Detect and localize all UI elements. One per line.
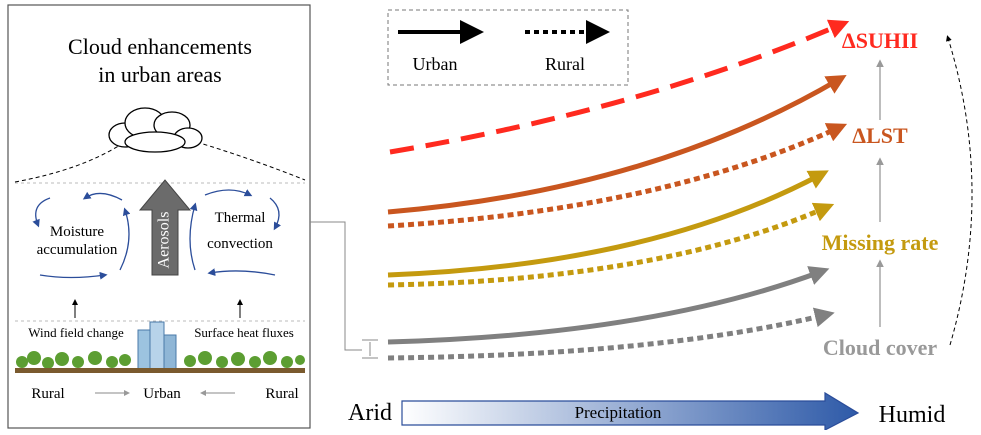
panel-title: Cloud enhancements — [68, 34, 252, 59]
axis-middle: Precipitation — [575, 403, 662, 422]
axis-left: Arid — [348, 400, 392, 426]
transect-label: Rural — [265, 386, 298, 402]
diagram: Cloud enhancements in urban areas Aeroso… — [0, 0, 981, 430]
aerosols-label: Aerosols — [156, 212, 173, 269]
bracket — [362, 340, 378, 358]
heat-label: Surface heat fluxes — [194, 325, 294, 340]
thermal-label: convection — [207, 236, 273, 252]
moisture-label: Moisture — [50, 224, 105, 240]
transect-label: Rural — [31, 386, 64, 402]
outcome-label: Missing rate — [822, 230, 939, 255]
legend-label: Rural — [545, 54, 585, 74]
outcome-label: ΔSUHII — [842, 28, 918, 53]
wind-label: Wind field change — [28, 325, 124, 340]
feedback-arrow — [948, 38, 972, 345]
axis-right: Humid — [879, 402, 946, 428]
thermal-label: Thermal — [215, 210, 266, 226]
moisture-label: accumulation — [37, 242, 118, 258]
transect-label: Urban — [143, 386, 181, 402]
legend-label: Urban — [413, 54, 458, 74]
connector — [310, 222, 362, 350]
outcome-label: Cloud cover — [823, 335, 938, 360]
outcome-label: ΔLST — [852, 123, 908, 148]
panel-title: in urban areas — [98, 62, 221, 87]
